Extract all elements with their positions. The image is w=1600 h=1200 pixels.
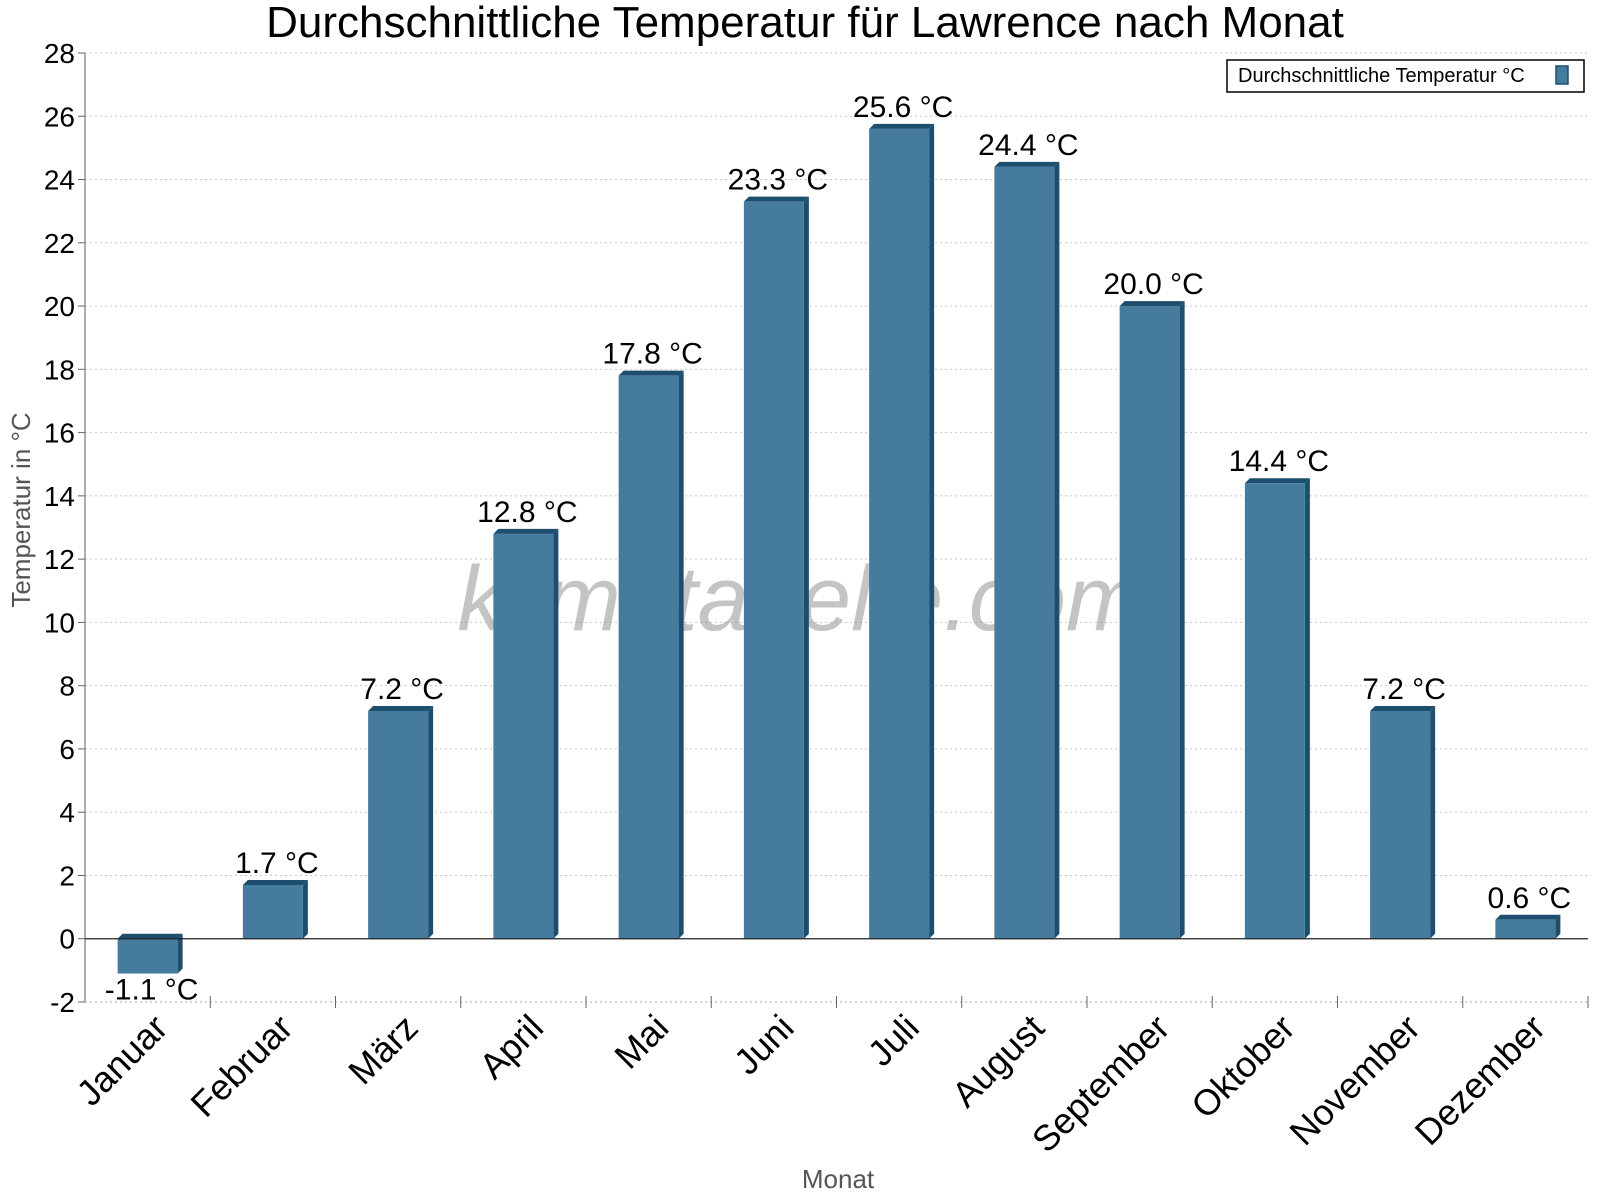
x-tick-label: April [471, 1007, 551, 1087]
y-tick-label: 6 [59, 734, 75, 765]
bar-face [743, 201, 804, 939]
bar-side [553, 528, 559, 939]
bar [1244, 478, 1310, 939]
bar-side [1304, 478, 1310, 939]
y-tick-label: 14 [44, 481, 75, 512]
bar-face [1119, 306, 1180, 939]
x-axis-ticks: Januar Februar März April Mai Juni Juli AugustS… [68, 996, 1589, 1161]
bar-top [618, 370, 684, 376]
bar-face [1495, 919, 1556, 939]
bar [994, 161, 1060, 939]
y-tick-label: 24 [44, 165, 75, 196]
y-tick-label: 8 [59, 671, 75, 702]
bar [1370, 705, 1436, 939]
bar-series: -1.1 °C 1.7 °C 7.2 °C 12.8 °C 17.8 °C 23.3 °C… [105, 91, 1571, 1007]
bar-top [994, 161, 1060, 167]
bar-face [994, 166, 1055, 939]
bar-side [803, 196, 809, 939]
y-tick-label: -2 [50, 987, 75, 1018]
bar [117, 933, 183, 974]
x-tick-label: November [1281, 1007, 1427, 1153]
x-axis-label: Monat [802, 1164, 875, 1194]
data-label: 7.2 °C [360, 673, 444, 706]
bar-face [242, 884, 303, 939]
y-tick-label: 0 [59, 924, 75, 955]
x-tick-label: Mai [606, 1007, 676, 1077]
bar-side [177, 933, 183, 974]
bar-side [678, 370, 684, 939]
y-tick-label: 10 [44, 607, 75, 638]
bar-top [1244, 478, 1310, 484]
y-tick-label: 12 [44, 544, 75, 575]
bar-top [869, 123, 935, 129]
y-tick-label: 26 [44, 101, 75, 132]
y-tick-label: 16 [44, 418, 75, 449]
bar-face [368, 710, 429, 939]
bar-side [1179, 301, 1185, 939]
bar-top [1370, 705, 1436, 711]
bar-top [1119, 301, 1185, 307]
bar-face [618, 375, 679, 939]
bar-side [302, 879, 308, 939]
bar-side [1430, 705, 1436, 939]
bar-top [1495, 914, 1561, 920]
y-tick-label: 20 [44, 291, 75, 322]
data-label: 12.8 °C [477, 496, 577, 529]
data-label: 20.0 °C [1103, 268, 1203, 301]
data-label: 1.7 °C [235, 847, 319, 880]
bar-top [493, 528, 559, 534]
x-tick-label: September [1024, 1007, 1178, 1161]
x-tick-label: Juli [860, 1007, 927, 1074]
bar-top [368, 705, 434, 711]
bar [618, 370, 684, 939]
legend: Durchschnittliche Temperatur °C [1226, 59, 1585, 93]
x-tick-label: Januar [68, 1007, 175, 1114]
bar [368, 705, 434, 939]
bar-face [1370, 710, 1431, 939]
x-tick-label: Dezember [1407, 1007, 1553, 1153]
data-label: 14.4 °C [1229, 445, 1329, 478]
bar [743, 196, 809, 939]
y-tick-label: 22 [44, 228, 75, 259]
bar-top [743, 196, 809, 202]
bar-face [493, 533, 554, 939]
data-label: 25.6 °C [853, 91, 953, 124]
bar-side [929, 123, 935, 939]
data-label: 0.6 °C [1488, 882, 1572, 915]
bar [242, 879, 308, 939]
bar-side [428, 705, 434, 939]
bar-top [242, 879, 308, 885]
y-tick-label: 4 [59, 797, 75, 828]
data-label: 17.8 °C [602, 338, 702, 371]
bar-side [1054, 161, 1060, 939]
legend-entry-label: Durchschnittliche Temperatur °C [1238, 65, 1525, 87]
data-label: -1.1 °C [105, 974, 199, 1007]
bar-face [869, 128, 930, 939]
bar [869, 123, 935, 939]
y-tick-label: 28 [44, 38, 75, 69]
legend-box [1226, 59, 1585, 93]
bar-side [1555, 914, 1561, 939]
bar-face [117, 938, 178, 974]
legend-swatch [1555, 65, 1569, 85]
x-tick-label: Juni [726, 1007, 802, 1083]
data-label: 23.3 °C [728, 164, 828, 197]
y-tick-label: 2 [59, 860, 75, 891]
bar [1495, 914, 1561, 939]
x-tick-label: August [944, 1007, 1052, 1115]
x-tick-label: März [340, 1007, 426, 1093]
x-tick-label: Oktober [1183, 1007, 1303, 1127]
data-label: 7.2 °C [1362, 673, 1446, 706]
y-axis-label: Temperatur in °C [6, 412, 36, 607]
bar [493, 528, 559, 939]
data-label: 24.4 °C [978, 129, 1078, 162]
bar-top [117, 933, 183, 939]
y-tick-label: 18 [44, 354, 75, 385]
bar [1119, 301, 1185, 939]
x-tick-label: Februar [182, 1007, 300, 1125]
bar-face [1244, 483, 1305, 939]
chart-title: Durchschnittliche Temperatur für Lawrenc… [266, 0, 1344, 47]
